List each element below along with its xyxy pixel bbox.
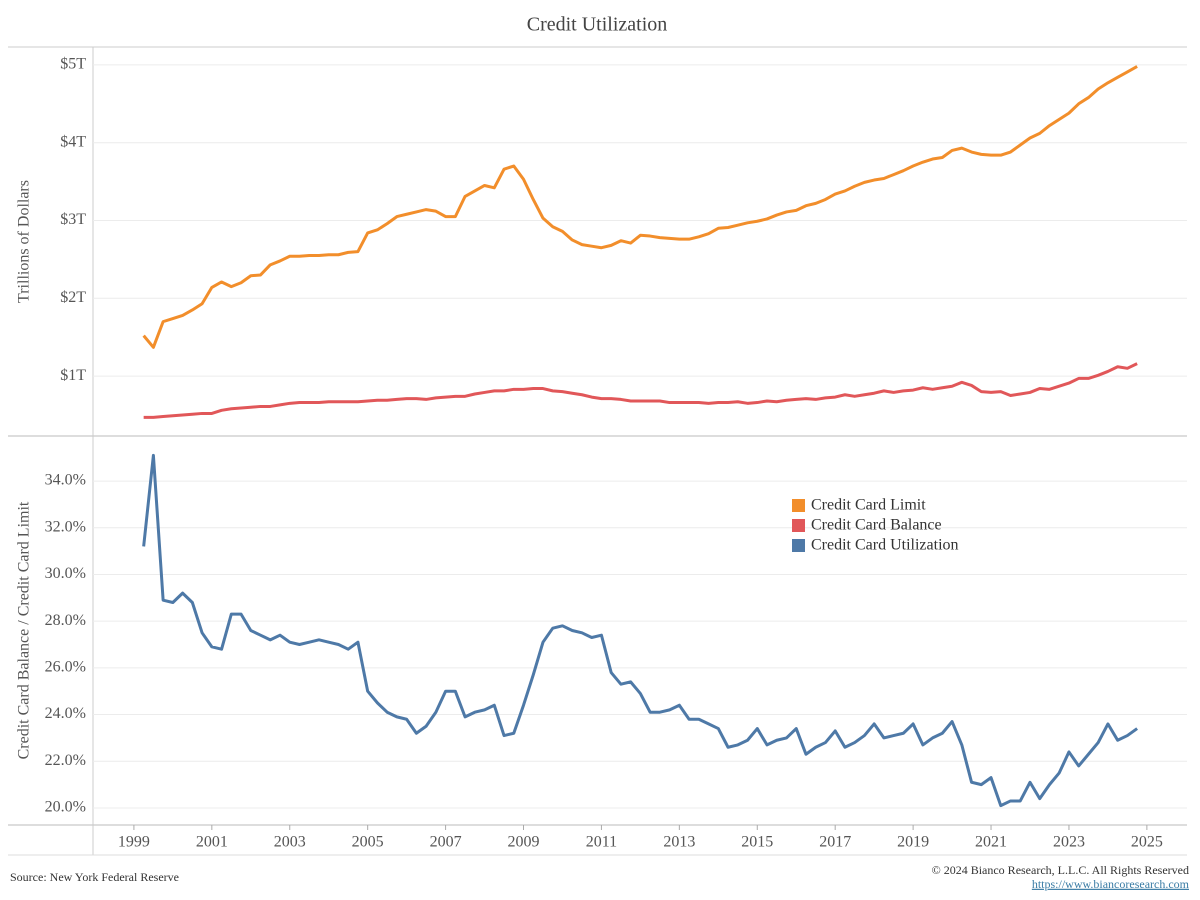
- x-tick-label: 2025: [1131, 834, 1163, 851]
- y-tick-label: $4T: [60, 133, 86, 150]
- x-tick-label: 2019: [897, 834, 929, 851]
- y-tick-label: 22.0%: [45, 752, 86, 769]
- y-tick-label: $5T: [60, 56, 86, 73]
- y-tick-label: 32.0%: [45, 518, 86, 535]
- x-tick-label: 2005: [352, 834, 384, 851]
- series-line: [142, 65, 1138, 349]
- x-tick-label: 2017: [819, 834, 851, 851]
- x-tick-label: 2021: [975, 834, 1007, 851]
- y-tick-label: 28.0%: [45, 612, 86, 629]
- url[interactable]: https://www.biancoresearch.com: [1032, 877, 1190, 891]
- legend-label: Credit Card Balance: [811, 517, 942, 534]
- legend-label: Credit Card Limit: [811, 497, 926, 514]
- copyright: © 2024 Bianco Research, L.L.C. All Right…: [932, 863, 1189, 877]
- x-tick-label: 2001: [196, 834, 228, 851]
- y-axis-label: Trillions of Dollars: [16, 180, 33, 303]
- x-tick-label: 2003: [274, 834, 306, 851]
- chart-title: Credit Utilization: [527, 14, 668, 36]
- legend-label: Credit Card Utilization: [811, 537, 959, 554]
- x-tick-label: 2011: [586, 834, 617, 851]
- x-tick-label: 2007: [430, 834, 462, 851]
- y-tick-label: 24.0%: [45, 705, 86, 722]
- x-tick-label: 2023: [1053, 834, 1085, 851]
- x-tick-label: 2009: [508, 834, 540, 851]
- x-tick-label: 2015: [741, 834, 773, 851]
- legend-swatch: [792, 499, 805, 512]
- x-tick-label: 2013: [663, 834, 695, 851]
- y-tick-label: $3T: [60, 211, 86, 228]
- y-tick-label: 20.0%: [45, 799, 86, 816]
- series-line: [143, 362, 1138, 419]
- y-tick-label: 30.0%: [45, 565, 86, 582]
- y-tick-label: $1T: [60, 367, 86, 384]
- source: Source: New York Federal Reserve: [10, 870, 179, 884]
- y-tick-label: $2T: [60, 289, 86, 306]
- y-tick-label: 26.0%: [45, 659, 86, 676]
- y-tick-label: 34.0%: [45, 472, 86, 489]
- legend-swatch: [792, 519, 805, 532]
- x-tick-label: 1999: [118, 834, 150, 851]
- legend-swatch: [792, 539, 805, 552]
- y-axis-label: Credit Card Balance / Credit Card Limit: [16, 501, 33, 759]
- series-line: [142, 453, 1139, 808]
